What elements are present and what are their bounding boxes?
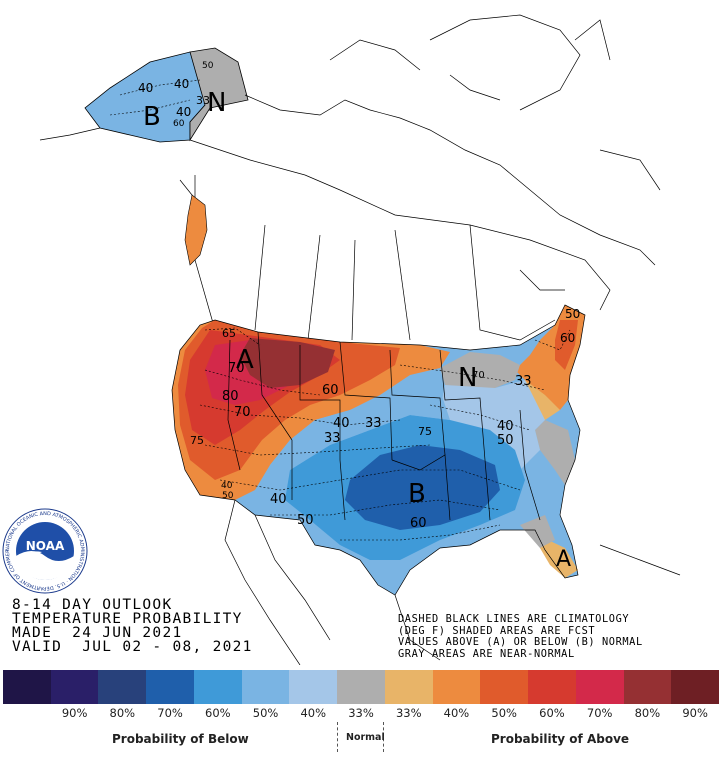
contour-label: 50 [222,491,234,501]
legend-swatch [3,670,51,704]
legend-swatch [289,670,338,704]
southeast-normal-region [535,420,575,485]
legend-tick-label: 80% [634,706,661,720]
legend-swatch [146,670,194,704]
note-line: (DEG F) SHADED AREAS ARE FCST [398,624,596,637]
contour-label: 33 [515,374,532,389]
south-below-60 [345,445,500,530]
contour-label: 40 [176,105,191,119]
contour-label: 33 [324,431,341,446]
bc-coast-above-region [184,194,208,266]
plains-below-40 [270,390,450,470]
alaska-normal-region [189,47,249,142]
map-notes: DASHED BLACK LINES ARE CLIMATOLOGY (DEG … [398,613,643,660]
legend-swatch [623,670,672,704]
alaska-normal-letter: N [207,88,226,118]
contour-label: 40 [270,492,287,507]
west-above-90 [240,338,335,388]
contour-label: 70 [234,405,251,420]
note-line: VALUES ABOVE (A) OR BELOW (B) NORMAL [398,636,643,648]
legend-tick-label: 70% [157,706,183,720]
legend-ticks: 90% 80% 70% 60% 50% 40% 33% 33% 40% 50% 60% 70% 80% 9… [3,706,719,722]
outlook-subtitle: TEMPERATURE PROBABILITY [12,611,243,627]
contour-label: 50 [565,307,580,321]
contour-label: 40 [333,416,350,431]
contour-label: 40 [174,77,189,91]
contour-label: 65 [222,327,236,340]
contour-label: 70 [228,361,245,376]
alaska-below-letter: B [143,102,161,132]
legend-tick-label: 50% [491,706,517,720]
legend-swatch [384,670,433,704]
legend-swatch [98,670,147,704]
contour-label: 60 [173,119,185,129]
northeast-normal-letter: N [458,363,477,393]
legend-swatch [432,670,481,704]
legend-swatch [528,670,576,704]
ohio-below-33 [440,380,545,470]
normal-caption: Normal [346,732,385,743]
outlook-map: B N A N B A 40 40 40 60 33 50 65 70 80 7… [39,14,681,665]
contour-label: 60 [410,516,427,531]
legend-swatch [193,670,242,704]
legend-tick-label: 33% [395,706,422,720]
outlook-made-date: MADE 24 JUN 2021 [12,625,183,641]
legend-tick-label: 50% [252,706,279,720]
contour-label: 33 [196,94,210,107]
legend-swatch [480,670,529,704]
normal-divider-left [337,722,338,752]
legend-tick-label: 90% [682,706,708,720]
west-above-letter: A [236,345,254,375]
outlook-info: 8-14 DAY OUTLOOK TEMPERATURE PROBABILITY… [12,597,253,655]
contour-label: 60 [560,331,575,345]
gulf-normal-region [520,515,555,548]
probability-legend [3,670,719,704]
legend-tick-label: 70% [586,706,613,720]
contour-label: 70 [472,370,485,381]
noaa-logo: NATIONAL OCEANIC AND ATMOSPHERIC ADMINIS… [2,508,88,594]
legend-swatch [575,670,624,704]
contour-label: 80 [222,389,239,404]
south-below-letter: B [408,479,426,509]
legend-swatch [337,670,385,704]
florida-above-region [540,540,578,578]
legend-swatch [671,670,719,704]
contour-label: 75 [190,434,204,447]
contour-label: 60 [322,383,339,398]
florida-above-letter: A [556,547,571,572]
legend-tick-label: 60% [205,706,231,720]
contour-label: 40 [497,419,514,434]
above-caption: Probability of Above [491,732,630,746]
noaa-logo-text: NOAA [26,539,65,553]
legend-swatch [241,670,290,704]
northeast-above-60 [555,320,578,370]
legend-swatch [50,670,99,704]
legend-tick-label: 33% [348,706,374,720]
contour-label: 50 [202,61,214,71]
legend-tick-label: 90% [61,706,88,720]
legend-tick-label: 60% [539,706,565,720]
contour-label: 33 [365,416,382,431]
greatlakes-normal-region [440,352,520,390]
legend-tick-label: 40% [443,706,470,720]
contour-label: 40 [138,81,153,95]
contour-label: 50 [297,513,314,528]
below-caption: Probability of Below [112,732,249,746]
contour-label: 75 [418,425,432,438]
normal-divider-right [383,722,384,752]
outlook-valid-dates: VALID JUL 02 - 08, 2021 [12,639,253,655]
outlook-title: 8-14 DAY OUTLOOK [12,597,173,613]
contour-label: 40 [221,481,233,491]
legend-tick-label: 80% [109,706,136,720]
legend-tick-label: 40% [300,706,327,720]
note-line: DASHED BLACK LINES ARE CLIMATOLOGY [398,613,630,625]
note-line: GRAY AREAS ARE NEAR-NORMAL [398,647,575,660]
contour-label: 50 [497,433,514,448]
